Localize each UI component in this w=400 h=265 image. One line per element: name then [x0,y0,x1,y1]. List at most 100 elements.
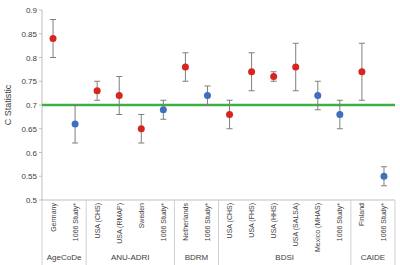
point [116,92,123,99]
point [226,111,233,118]
x-tick-label: 1066 Study* [204,203,212,241]
group-separator [350,200,351,265]
point [380,173,387,180]
group-separator [395,200,396,265]
x-tick-label: Finland [358,203,365,226]
error-cap [337,100,343,101]
error-cap [50,57,56,58]
error-cap [94,100,100,101]
error-cap [271,71,277,72]
point [292,64,299,71]
point [314,92,321,99]
y-tick-label: 0.75 [21,77,37,86]
y-tick-label: 0.5 [26,196,38,205]
error-bar [271,72,277,82]
error-bar [204,86,210,105]
x-tick-label: USA (RMAP) [116,203,124,244]
group-label: AgeCoDe [47,253,82,262]
y-tick-label: 0.55 [21,172,37,181]
error-bar [182,53,188,82]
error-cap [160,100,166,101]
error-cap [138,143,144,144]
point [248,68,255,75]
group-separator [174,200,175,265]
group-separator [42,200,43,265]
error-cap [50,19,56,20]
error-bar [315,81,321,110]
point [72,121,79,128]
error-bar [359,43,365,100]
error-bar [160,100,166,119]
x-tick-label: 1066 Study* [336,203,344,241]
y-tick-label: 0.6 [26,149,38,158]
error-bar [94,81,100,100]
x-tick-label: Netherlands [182,203,189,241]
x-tick-label: Sweden [138,203,145,228]
error-cap [271,81,277,82]
error-bar [381,167,387,186]
error-cap [138,114,144,115]
reference-line [42,104,395,107]
point [160,106,167,113]
x-tick-label: USA (CHS) [94,203,102,238]
point [182,64,189,71]
y-tick-label: 0.8 [26,54,38,63]
error-bar [138,115,144,144]
group-label: BDRM [185,253,209,262]
x-tick-label: USA (FHS) [248,203,256,238]
group-separator [86,200,87,265]
error-cap [359,100,365,101]
x-tick-label: 1066 Study* [72,203,80,241]
error-bar [227,100,233,129]
error-bar [249,53,255,91]
x-tick-label: USA (SALSA) [292,203,300,246]
chart: C Statistic 0.5 0.55 0.6 0.65 0.7 0.75 0.8 0.85 0… [0,0,400,265]
x-tick-label: USA (CHS) [226,203,234,238]
y-axis-title: C Statistic [3,84,13,125]
x-tick-label: 1066 Study* [380,203,388,241]
point [358,68,365,75]
y-tick-label: 0.9 [26,6,38,15]
x-tick-label: USA (HHS) [270,203,278,238]
point [204,92,211,99]
x-tick-label: 1066 Study* [160,203,168,241]
error-bar [337,100,343,129]
error-cap [72,105,78,106]
error-cap [315,109,321,110]
error-cap [182,81,188,82]
y-tick-label: 0.7 [26,101,38,110]
error-cap [72,143,78,144]
group-label: ANU-ADRI [111,253,150,262]
error-cap [293,90,299,91]
error-cap [249,90,255,91]
y-tick-label: 0.85 [21,30,37,39]
error-bar [293,43,299,91]
point [336,111,343,118]
point [138,125,145,132]
y-tick-label: 0.65 [21,125,37,134]
point [270,73,277,80]
error-bar [116,77,122,115]
error-cap [359,43,365,44]
error-cap [227,128,233,129]
error-cap [337,128,343,129]
point [50,35,57,42]
plot-area [42,20,395,186]
error-cap [160,119,166,120]
x-tick-label: Germany [50,203,58,232]
group-label: BDSI [275,253,294,262]
group-label: CAIDE [361,253,385,262]
error-cap [182,52,188,53]
error-cap [249,52,255,53]
error-cap [116,76,122,77]
group-separator [218,200,219,265]
error-cap [381,166,387,167]
error-cap [293,43,299,44]
error-cap [204,86,210,87]
error-bar [72,105,78,143]
error-cap [315,81,321,82]
error-cap [116,114,122,115]
point [94,87,101,94]
error-bar [50,20,56,58]
error-cap [94,81,100,82]
